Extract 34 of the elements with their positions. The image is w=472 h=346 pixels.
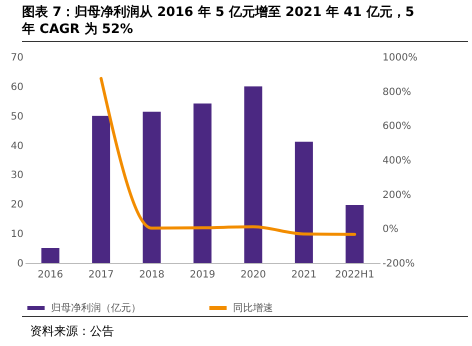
y-tick-label: 60 (10, 82, 24, 93)
y2-tick-label: 200% (382, 190, 412, 201)
x-tick-label: 2022H1 (334, 270, 374, 280)
x-tick-label: 2020 (240, 270, 266, 280)
y2-tick-label: 600% (382, 121, 412, 132)
y-tick-label: 40 (10, 140, 24, 152)
bar (41, 248, 60, 263)
legend-label: 归母净利润（亿元） (51, 302, 141, 314)
legend-label: 同比增速 (233, 302, 273, 314)
y-tick-label: 30 (10, 170, 24, 182)
bar (194, 103, 212, 263)
y-tick-label: 70 (10, 52, 24, 64)
bar (346, 205, 364, 263)
y2-tick-label: 400% (382, 156, 412, 166)
line-series (100, 76, 356, 236)
bar (142, 112, 161, 263)
bar (294, 142, 313, 263)
x-tick-label: 2021 (291, 270, 317, 280)
bar (244, 86, 262, 263)
y-tick-label: 10 (10, 229, 24, 240)
x-tick-label: 2018 (139, 270, 165, 280)
y2-tick-label: -200% (382, 258, 415, 270)
text: 资料来源：公告 (22, 316, 468, 340)
y-tick-label: 50 (10, 111, 24, 122)
y2-tick-label: 0% (382, 224, 398, 236)
bar (92, 116, 110, 263)
chart-title: 图表 7：归母净利润从 2016 年 5 亿元增至 2021 年 41 亿元，5 年 CAGR 为 52% (22, 0, 468, 42)
x-tick-label: 2019 (190, 270, 216, 280)
y-tick-label: 20 (10, 200, 24, 211)
y-tick-label: 0 (17, 258, 24, 270)
y2-tick-label: 800% (382, 86, 412, 98)
y2-tick-label: 1000% (382, 52, 418, 64)
x-tick-label: 2017 (88, 270, 114, 280)
x-tick-label: 2016 (38, 270, 64, 280)
